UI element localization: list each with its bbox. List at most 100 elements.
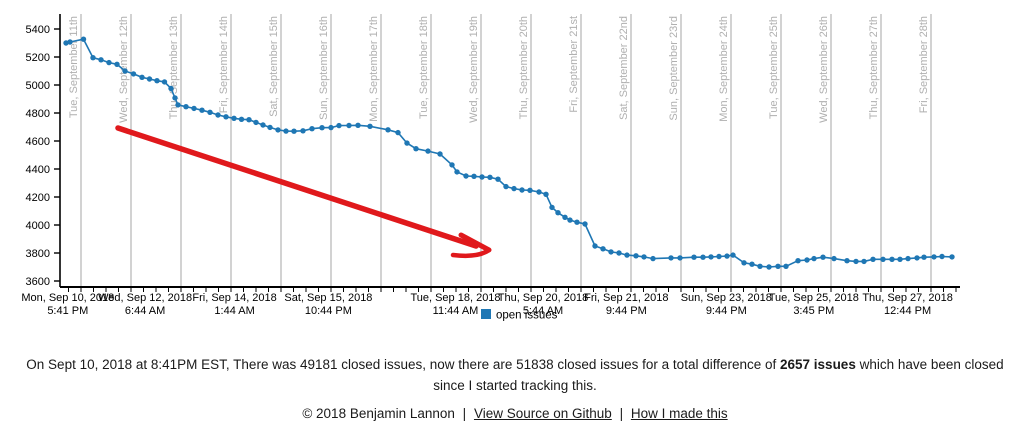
- x-tick-time: 6:44 AM: [125, 305, 165, 317]
- data-point: [413, 146, 419, 152]
- how-made-link[interactable]: How I made this: [630, 406, 728, 421]
- x-tick-time: 10:44 PM: [305, 305, 352, 317]
- data-point: [495, 176, 501, 182]
- data-point: [897, 256, 903, 262]
- day-gridline-label: Fri, September 14th: [218, 16, 230, 113]
- x-tick-date: Tue, Sep 25, 2018: [769, 292, 859, 304]
- day-gridline-label: Mon, September 24th: [718, 16, 730, 122]
- x-tick-date: Thu, Sep 20, 2018: [498, 292, 589, 304]
- x-tick-time: 5:44 AM: [523, 305, 563, 317]
- summary-difference: 2657 issues: [780, 357, 856, 372]
- day-gridline-label: Thu, September 13th: [168, 16, 180, 119]
- data-point: [172, 95, 178, 101]
- y-tick-label: 4200: [26, 192, 50, 204]
- data-point: [708, 254, 714, 260]
- data-point: [183, 104, 189, 110]
- y-tick-label: 4800: [26, 108, 50, 120]
- trend-arrow-annotation: [115, 125, 492, 259]
- data-point: [114, 61, 120, 67]
- day-gridline-label: Wed, September 26th: [818, 16, 830, 123]
- data-point: [795, 258, 801, 264]
- data-point: [624, 252, 630, 258]
- data-point: [804, 257, 810, 263]
- x-tick-date: Mon, Sep 10, 2018: [21, 292, 114, 304]
- data-point: [766, 264, 772, 270]
- data-point: [536, 189, 542, 195]
- day-gridline-label: Sat, September 22nd: [618, 16, 630, 120]
- data-point: [267, 124, 273, 131]
- day-gridline-label: Thu, September 27th: [868, 16, 880, 119]
- x-tick-time: 5:41 PM: [47, 305, 88, 317]
- data-point: [275, 127, 281, 133]
- data-point: [749, 261, 755, 267]
- y-tick-label: 5400: [26, 24, 50, 36]
- data-point: [853, 258, 859, 265]
- data-point: [633, 253, 639, 259]
- data-point: [741, 260, 747, 266]
- data-point: [820, 254, 826, 260]
- data-point: [215, 112, 221, 118]
- legend-swatch-icon: [481, 309, 491, 319]
- data-point: [716, 253, 722, 260]
- data-point: [283, 128, 289, 134]
- x-tick-date: Fri, Sep 14, 2018: [192, 292, 276, 304]
- data-point: [367, 123, 373, 129]
- data-point: [914, 255, 920, 261]
- data-point: [757, 263, 763, 269]
- data-point: [346, 122, 352, 129]
- data-point: [146, 76, 153, 82]
- y-tick-label: 5200: [26, 52, 50, 64]
- data-point: [783, 263, 789, 269]
- x-tick-date: Thu, Sep 27, 2018: [862, 292, 953, 304]
- data-point: [238, 116, 245, 123]
- day-gridline-label: Fri, September 28th: [918, 16, 930, 113]
- data-point: [404, 140, 410, 146]
- data-point: [616, 250, 622, 256]
- day-gridline-label: Mon, September 17th: [368, 16, 380, 122]
- x-tick-time: 9:44 PM: [606, 305, 647, 317]
- day-gridline-label: Sat, September 15th: [268, 16, 280, 117]
- view-source-link[interactable]: View Source on Github: [473, 406, 612, 421]
- day-gridline-label: Wed, September 19th: [468, 16, 480, 123]
- day-gridline-label: Sun, September 16th: [318, 16, 330, 120]
- x-tick-date: Wed, Sep 12, 2018: [98, 292, 192, 304]
- copyright-text: © 2018 Benjamin Lannon: [302, 406, 455, 421]
- data-point: [90, 55, 96, 61]
- data-point: [931, 254, 937, 260]
- x-tick-time: 12:44 PM: [884, 305, 931, 317]
- x-tick-time: 3:45 PM: [793, 305, 834, 317]
- data-point: [319, 125, 325, 131]
- y-tick-label: 3600: [26, 276, 50, 288]
- data-point: [811, 255, 817, 262]
- data-point: [260, 122, 266, 128]
- data-point: [487, 174, 493, 180]
- data-point: [336, 122, 342, 129]
- y-tick-label: 4600: [26, 136, 50, 148]
- data-point: [700, 254, 706, 260]
- data-point: [574, 219, 580, 225]
- data-point: [724, 253, 730, 259]
- day-gridline-label: Thu, September 20th: [518, 16, 530, 119]
- data-point: [567, 217, 573, 223]
- footer: © 2018 Benjamin Lannon | View Source on …: [0, 406, 1030, 421]
- data-point: [154, 78, 160, 84]
- data-point: [168, 85, 174, 92]
- x-tick-time: 1:44 AM: [214, 305, 254, 317]
- data-point: [300, 128, 306, 134]
- x-tick-date: Fri, Sep 21, 2018: [584, 292, 668, 304]
- footer-separator: |: [619, 406, 624, 421]
- data-point: [668, 255, 674, 261]
- data-point: [161, 79, 168, 85]
- data-point: [677, 255, 683, 261]
- y-tick-label: 5000: [26, 80, 50, 92]
- data-point: [555, 210, 561, 216]
- data-point: [608, 249, 614, 255]
- data-point: [106, 59, 112, 66]
- summary-prefix: On Sept 10, 2018 at 8:41PM EST, There wa…: [26, 357, 781, 372]
- data-point: [199, 107, 205, 113]
- x-tick-date: Tue, Sep 18, 2018: [410, 292, 500, 304]
- legend: open issues: [481, 309, 558, 322]
- data-point: [921, 254, 927, 260]
- data-point: [291, 128, 297, 134]
- data-point: [309, 126, 315, 132]
